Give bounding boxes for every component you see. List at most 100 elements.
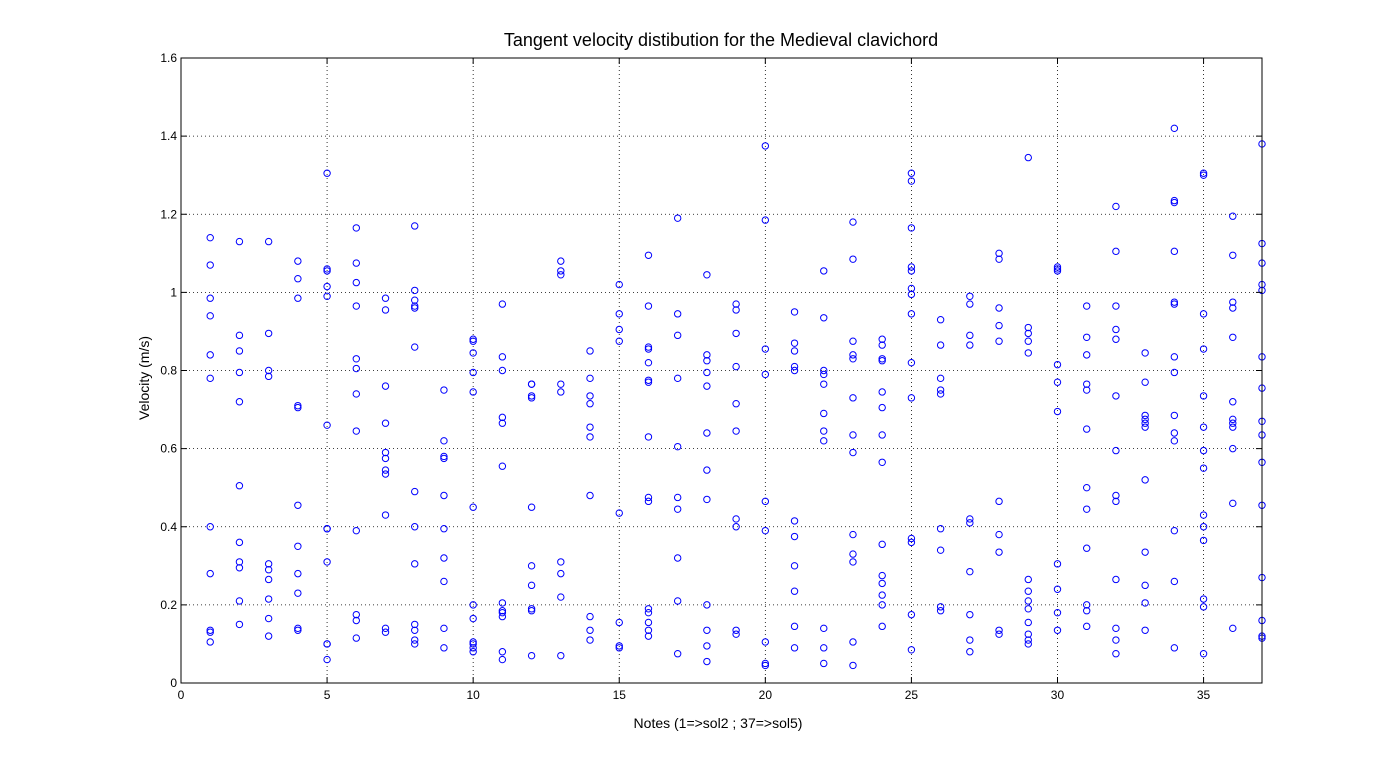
data-point xyxy=(411,487,419,496)
data-point xyxy=(1083,386,1091,394)
data-point xyxy=(206,261,214,269)
data-point xyxy=(381,454,390,463)
data-point xyxy=(352,616,360,625)
data-point xyxy=(966,292,974,300)
x-tick-label: 25 xyxy=(905,688,919,702)
data-point xyxy=(352,390,360,398)
data-point xyxy=(1199,511,1208,519)
data-point xyxy=(411,286,419,295)
data-point xyxy=(995,626,1003,634)
data-point xyxy=(966,567,974,576)
data-point xyxy=(352,355,360,363)
data-point xyxy=(586,374,594,383)
y-tick-label: 1.2 xyxy=(160,207,177,221)
x-tick-label: 35 xyxy=(1197,688,1211,702)
data-point xyxy=(1112,491,1120,500)
data-point xyxy=(294,257,302,265)
data-point xyxy=(323,655,331,664)
data-point xyxy=(264,237,273,246)
x-tick-label: 30 xyxy=(1051,688,1065,702)
data-point xyxy=(1199,169,1208,177)
data-point xyxy=(878,571,886,580)
data-point xyxy=(264,614,273,623)
data-point xyxy=(235,482,244,490)
data-point xyxy=(790,562,799,570)
data-point xyxy=(849,218,857,226)
data-point xyxy=(527,392,536,400)
data-point xyxy=(323,421,331,429)
data-point xyxy=(615,337,623,345)
data-point xyxy=(644,605,653,613)
data-point xyxy=(936,603,945,611)
data-point xyxy=(1199,392,1208,400)
data-point xyxy=(703,466,711,474)
y-tick-label: 1 xyxy=(170,285,177,299)
x-tick-label: 5 xyxy=(324,688,331,702)
data-point xyxy=(615,509,623,517)
data-point xyxy=(1024,597,1032,605)
data-point xyxy=(907,646,916,654)
data-point xyxy=(1083,483,1091,492)
data-point xyxy=(440,624,448,633)
data-point xyxy=(1112,575,1120,584)
data-points xyxy=(206,124,1266,670)
data-point xyxy=(498,353,507,361)
data-point xyxy=(878,579,886,588)
data-point xyxy=(352,610,360,619)
data-point xyxy=(644,626,653,634)
data-point xyxy=(557,593,565,601)
data-point xyxy=(469,349,477,357)
data-point xyxy=(352,302,360,310)
data-point xyxy=(1083,333,1091,341)
y-tick-label: 0.4 xyxy=(160,520,177,534)
data-point xyxy=(644,608,653,617)
data-point xyxy=(381,628,390,636)
data-point xyxy=(703,601,711,609)
data-point xyxy=(1170,298,1179,306)
data-point xyxy=(1141,419,1149,427)
data-point xyxy=(790,587,799,595)
data-point xyxy=(381,419,390,427)
data-point xyxy=(1053,585,1062,593)
data-point xyxy=(586,423,594,431)
data-point xyxy=(440,577,448,586)
data-point xyxy=(820,370,828,379)
data-point xyxy=(1112,650,1120,658)
data-point xyxy=(878,622,886,631)
data-point xyxy=(498,419,507,427)
data-point xyxy=(1170,198,1179,207)
data-point xyxy=(1199,171,1208,179)
data-point xyxy=(411,304,419,312)
data-point xyxy=(703,351,711,359)
data-point xyxy=(644,493,653,502)
data-point xyxy=(1024,323,1032,332)
data-point xyxy=(703,495,711,504)
data-point xyxy=(966,648,974,656)
data-point xyxy=(790,339,799,347)
data-point xyxy=(206,233,214,242)
data-point xyxy=(820,314,828,322)
data-point xyxy=(936,374,945,383)
data-point xyxy=(557,257,565,265)
data-point xyxy=(644,378,653,386)
data-point xyxy=(1199,345,1208,353)
data-point xyxy=(907,358,916,367)
data-point xyxy=(469,503,477,511)
data-point xyxy=(1053,267,1062,275)
data-point xyxy=(206,626,214,634)
data-point xyxy=(1083,380,1091,388)
data-point xyxy=(673,554,682,562)
data-point xyxy=(1024,605,1032,613)
data-point xyxy=(1199,523,1208,531)
data-point xyxy=(849,337,857,345)
data-point xyxy=(1024,575,1032,584)
data-point xyxy=(790,347,799,355)
data-point xyxy=(469,337,477,345)
data-point xyxy=(644,376,653,384)
data-point xyxy=(206,374,214,383)
data-point xyxy=(264,595,273,603)
data-point xyxy=(936,341,945,349)
data-point xyxy=(381,470,390,478)
data-point xyxy=(1024,153,1032,162)
data-point xyxy=(966,515,974,523)
